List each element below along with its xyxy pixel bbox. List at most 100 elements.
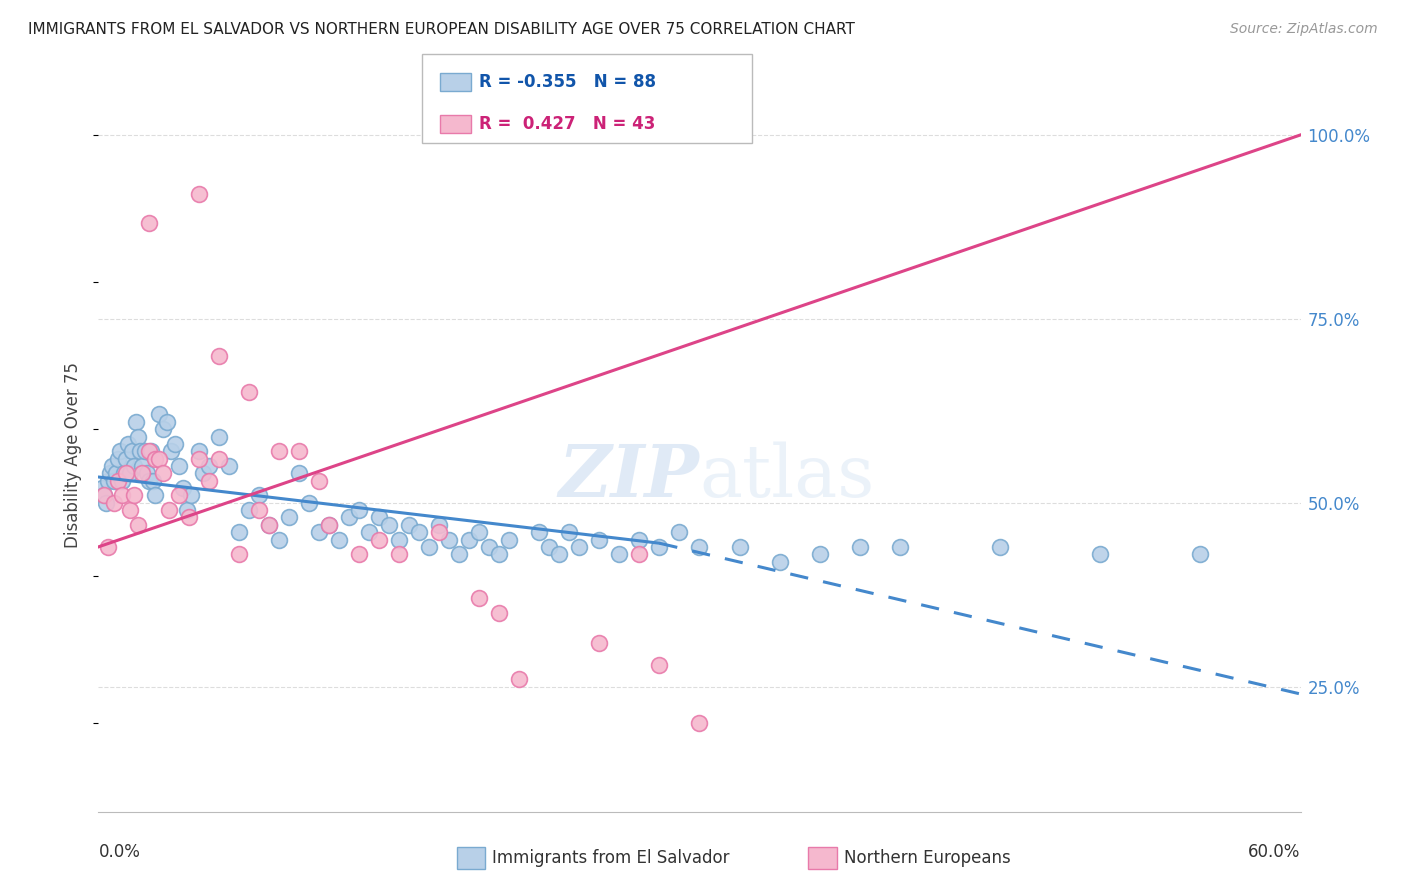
Point: [427, 517, 450, 532]
Point: [277, 510, 299, 524]
Point: [378, 517, 401, 532]
Point: [538, 540, 561, 554]
Text: Immigrants from El Salvador: Immigrants from El Salvador: [492, 849, 730, 867]
Point: [218, 458, 240, 473]
Point: [247, 503, 270, 517]
Point: [588, 533, 610, 547]
Point: [138, 474, 160, 488]
Point: [115, 467, 138, 481]
Point: [458, 533, 481, 547]
Point: [437, 533, 460, 547]
Point: [128, 517, 150, 532]
Point: [228, 525, 250, 540]
Point: [152, 422, 174, 436]
Point: [488, 606, 510, 620]
Point: [288, 444, 311, 458]
Point: [177, 510, 200, 524]
Point: [368, 533, 391, 547]
Point: [267, 533, 290, 547]
Point: [187, 186, 209, 201]
Point: [100, 467, 122, 481]
Point: [135, 467, 157, 481]
Point: [368, 510, 391, 524]
Point: [468, 591, 491, 606]
Point: [347, 503, 370, 517]
Point: [558, 525, 581, 540]
Point: [167, 458, 190, 473]
Point: [187, 451, 209, 466]
Point: [124, 458, 146, 473]
Point: [105, 467, 128, 481]
Point: [298, 496, 321, 510]
Point: [176, 503, 198, 517]
Point: [508, 673, 530, 687]
Point: [808, 547, 831, 561]
Point: [588, 635, 610, 649]
Point: [143, 488, 166, 502]
Point: [447, 547, 470, 561]
Point: [247, 488, 270, 502]
Point: [388, 533, 411, 547]
Point: [208, 429, 231, 443]
Point: [139, 444, 162, 458]
Point: [141, 474, 163, 488]
Point: [328, 533, 350, 547]
Text: 0.0%: 0.0%: [98, 843, 141, 861]
Point: [427, 525, 450, 540]
Point: [155, 415, 177, 429]
Point: [357, 525, 380, 540]
Text: Northern Europeans: Northern Europeans: [844, 849, 1011, 867]
Point: [172, 481, 194, 495]
Point: [115, 451, 138, 466]
Point: [167, 488, 190, 502]
Point: [548, 547, 571, 561]
Point: [337, 510, 360, 524]
Point: [418, 540, 440, 554]
Text: IMMIGRANTS FROM EL SALVADOR VS NORTHERN EUROPEAN DISABILITY AGE OVER 75 CORRELAT: IMMIGRANTS FROM EL SALVADOR VS NORTHERN …: [28, 22, 855, 37]
Point: [769, 555, 792, 569]
Point: [163, 437, 186, 451]
Point: [187, 444, 209, 458]
Point: [114, 467, 136, 481]
Point: [648, 657, 671, 672]
Point: [143, 451, 166, 466]
Point: [257, 517, 280, 532]
Point: [124, 488, 146, 502]
Point: [388, 547, 411, 561]
Text: Source: ZipAtlas.com: Source: ZipAtlas.com: [1230, 22, 1378, 37]
Point: [117, 437, 139, 451]
Point: [103, 496, 125, 510]
Point: [103, 474, 125, 488]
Point: [111, 474, 134, 488]
Text: R =  0.427   N = 43: R = 0.427 N = 43: [479, 115, 655, 133]
Point: [238, 503, 260, 517]
Point: [159, 444, 181, 458]
Point: [648, 540, 671, 554]
Point: [197, 474, 219, 488]
Point: [138, 216, 160, 230]
Point: [101, 458, 124, 473]
Point: [1088, 547, 1111, 561]
Point: [468, 525, 491, 540]
Point: [488, 547, 510, 561]
Point: [125, 415, 148, 429]
Point: [398, 517, 420, 532]
Point: [228, 547, 250, 561]
Point: [129, 444, 152, 458]
Point: [131, 458, 153, 473]
Point: [91, 481, 114, 495]
Point: [609, 547, 631, 561]
Point: [197, 458, 219, 473]
Point: [148, 408, 170, 422]
Point: [347, 547, 370, 561]
Point: [628, 533, 651, 547]
Point: [689, 716, 711, 731]
Point: [238, 385, 260, 400]
Point: [208, 349, 231, 363]
Text: 60.0%: 60.0%: [1249, 843, 1301, 861]
Point: [107, 451, 129, 466]
Point: [849, 540, 872, 554]
Point: [728, 540, 751, 554]
Point: [988, 540, 1011, 554]
Point: [157, 503, 180, 517]
